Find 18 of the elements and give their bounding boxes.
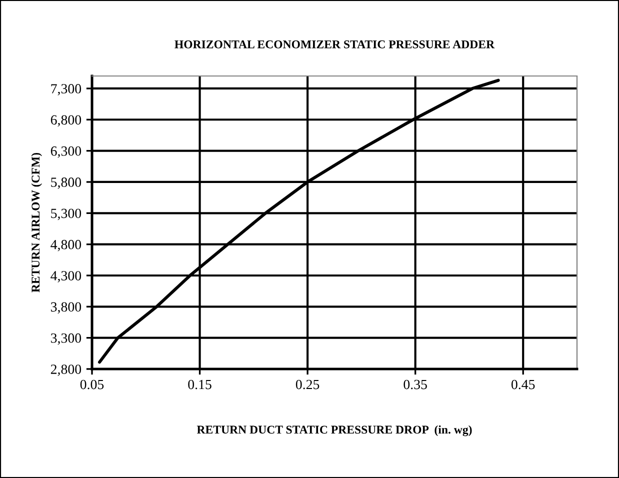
y-tick-label: 3,800 — [50, 302, 82, 314]
x-tick-label: 0.25 — [296, 380, 320, 390]
y-tick-label: 7,300 — [51, 84, 82, 96]
y-tick-label: 4,300 — [50, 271, 82, 282]
x-tick-label: 0.45 — [511, 380, 535, 390]
y-tick-label: 3,300 — [50, 333, 82, 345]
y-tick-label: 2,800 — [50, 364, 82, 376]
x-axis-title: RETURN DUCT STATIC PRESSURE DROP (in. wg) — [196, 425, 472, 436]
x-tick-label: 0.05 — [80, 380, 104, 390]
y-tick-label: 6,800 — [50, 115, 82, 127]
y-tick-label: 5,300 — [51, 208, 82, 220]
y-axis-title: RETURN AIRLOW (CFM) — [31, 152, 42, 292]
y-tick-label: 6,300 — [50, 146, 82, 158]
x-tick-label: 0.35 — [404, 380, 427, 390]
chart-title: HORIZONTAL ECONOMIZER STATIC PRESSURE ADDER — [174, 40, 495, 48]
x-tick-label: 0.15 — [188, 380, 212, 390]
y-tick-label: 4,800 — [50, 240, 82, 252]
y-tick-label: 5,800 — [51, 178, 82, 189]
